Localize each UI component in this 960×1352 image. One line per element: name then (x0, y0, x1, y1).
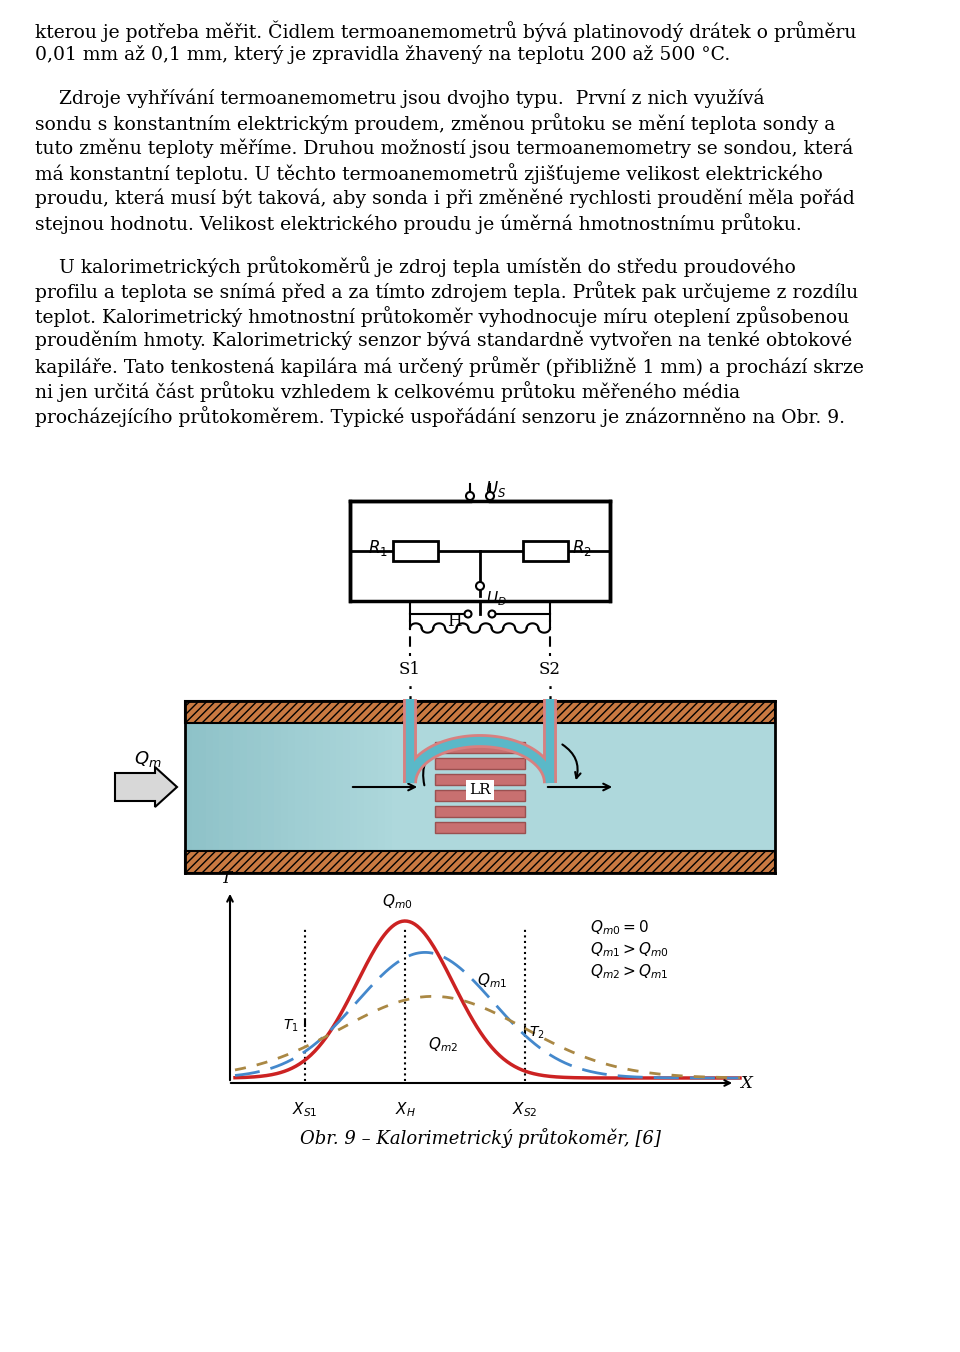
Bar (288, 723, 295, 850)
Text: ·: · (406, 690, 414, 708)
Text: prouděním hmoty. Kalorimetrický senzor bývá standardně vytvořen na tenké obtokov: prouděním hmoty. Kalorimetrický senzor b… (35, 331, 852, 350)
Text: ·: · (406, 679, 414, 699)
Text: teplot. Kalorimetrický hmotnostní průtokoměr vyhodnocuje míru oteplení způsobeno: teplot. Kalorimetrický hmotnostní průtok… (35, 306, 850, 327)
Text: ·: · (546, 679, 554, 699)
Text: $Q_{m1}$: $Q_{m1}$ (477, 971, 507, 990)
Bar (199, 723, 205, 850)
Bar (205, 723, 212, 850)
Text: $Q_m$: $Q_m$ (134, 749, 162, 769)
Text: sondu s konstantním elektrickým proudem, změnou průtoku se mění teplota sondy a: sondu s konstantním elektrickým proudem,… (35, 114, 835, 134)
Text: $R_1$: $R_1$ (368, 538, 388, 558)
Bar (295, 723, 302, 850)
Bar (302, 723, 309, 850)
Text: procházejícího průtokoměrem. Typické uspořádání senzoru je znázornněno na Obr. 9: procházejícího průtokoměrem. Typické usp… (35, 406, 845, 427)
Bar (435, 790, 525, 800)
Text: LR: LR (469, 783, 491, 796)
Circle shape (486, 492, 494, 500)
Circle shape (466, 492, 474, 500)
Text: $Q_{m0} = 0$: $Q_{m0} = 0$ (590, 918, 649, 937)
Bar (393, 541, 438, 561)
Bar (523, 541, 568, 561)
Text: $X_H$: $X_H$ (395, 1101, 416, 1118)
Text: S2: S2 (539, 661, 561, 677)
Bar (240, 723, 247, 850)
Text: ni jen určitá část průtoku vzhledem k celkovému průtoku měřeného média: ni jen určitá část průtoku vzhledem k ce… (35, 381, 740, 402)
Text: $X_{S1}$: $X_{S1}$ (292, 1101, 318, 1118)
Circle shape (489, 611, 495, 618)
Text: ·: · (546, 690, 554, 708)
Bar (344, 723, 350, 850)
Bar (377, 723, 385, 850)
Text: $Q_{m2} > Q_{m1}$: $Q_{m2} > Q_{m1}$ (590, 963, 668, 980)
Text: T: T (221, 869, 231, 887)
Bar (316, 723, 323, 850)
Text: má konstantní teplotu. U těchto termoanemometrů zjišťujeme velikost elektrického: má konstantní teplotu. U těchto termoane… (35, 164, 823, 184)
Text: stejnou hodnotu. Velikost elektrického proudu je úměrná hmotnostnímu průtoku.: stejnou hodnotu. Velikost elektrického p… (35, 214, 802, 234)
Text: $U_D$: $U_D$ (486, 589, 507, 607)
Text: $X_{S2}$: $X_{S2}$ (513, 1101, 538, 1118)
Bar (220, 723, 227, 850)
Text: kapiláře. Tato tenkostená kapilára má určený průměr (přibližně 1 mm) a prochází : kapiláře. Tato tenkostená kapilára má ur… (35, 356, 864, 377)
Circle shape (465, 611, 471, 618)
Bar (185, 850, 775, 873)
Bar (192, 723, 199, 850)
Bar (350, 502, 610, 602)
Bar (336, 723, 344, 850)
Text: $Q_{m1} > Q_{m0}$: $Q_{m1} > Q_{m0}$ (590, 940, 669, 959)
Bar (261, 723, 268, 850)
Bar (357, 723, 364, 850)
Bar (247, 723, 253, 850)
Text: S1: S1 (399, 661, 421, 677)
Text: tuto změnu teploty měříme. Druhou možností jsou termoanemometry se sondou, která: tuto změnu teploty měříme. Druhou možnos… (35, 138, 853, 157)
Bar (309, 723, 316, 850)
Bar (185, 723, 192, 850)
Bar (329, 723, 336, 850)
Bar (323, 723, 329, 850)
Text: kterou je potřeba měřit. Čidlem termoanemometrů bývá platinovodý drátek o průměr: kterou je potřeba měřit. Čidlem termoane… (35, 20, 856, 42)
Text: U kalorimetrických průtokoměrů je zdroj tepla umístěn do středu proudového: U kalorimetrických průtokoměrů je zdroj … (35, 256, 796, 277)
Bar (185, 723, 775, 850)
Bar (435, 741, 525, 753)
Text: profilu a teplota se snímá před a za tímto zdrojem tepla. Průtek pak určujeme z : profilu a teplota se snímá před a za tím… (35, 281, 858, 301)
Text: X: X (740, 1075, 752, 1091)
Bar (233, 723, 240, 850)
Bar (364, 723, 371, 850)
Text: $U_S$: $U_S$ (485, 479, 506, 499)
Bar (385, 723, 392, 850)
Bar (435, 822, 525, 833)
Bar (435, 773, 525, 784)
Text: proudu, která musí být taková, aby sonda i při změněné rychlosti proudění měla p: proudu, která musí být taková, aby sonda… (35, 188, 854, 207)
Text: $T_1$: $T_1$ (283, 1018, 299, 1034)
Bar (435, 757, 525, 768)
Bar (268, 723, 275, 850)
Text: H: H (447, 612, 462, 630)
Circle shape (476, 581, 484, 589)
Bar (253, 723, 261, 850)
FancyArrow shape (115, 767, 177, 807)
Bar (281, 723, 288, 850)
Text: Obr. 9 – Kalorimetrický průtokoměr, [6]: Obr. 9 – Kalorimetrický průtokoměr, [6] (300, 1128, 660, 1148)
Text: 0,01 mm až 0,1 mm, který je zpravidla žhavený na teplotu 200 až 500 °C.: 0,01 mm až 0,1 mm, který je zpravidla žh… (35, 45, 731, 64)
Text: $T_2$: $T_2$ (529, 1025, 544, 1041)
Bar (212, 723, 220, 850)
Text: $R_2$: $R_2$ (572, 538, 591, 558)
Text: $Q_{m2}$: $Q_{m2}$ (428, 1036, 458, 1055)
Bar (435, 806, 525, 817)
Text: Zdroje vyhřívání termoanemometru jsou dvojho typu.  První z nich využívá: Zdroje vyhřívání termoanemometru jsou dv… (35, 88, 764, 108)
Bar (185, 700, 775, 723)
Bar (350, 723, 357, 850)
Bar (275, 723, 281, 850)
Bar (227, 723, 233, 850)
Text: $Q_{m0}$: $Q_{m0}$ (382, 892, 412, 911)
Bar (371, 723, 377, 850)
